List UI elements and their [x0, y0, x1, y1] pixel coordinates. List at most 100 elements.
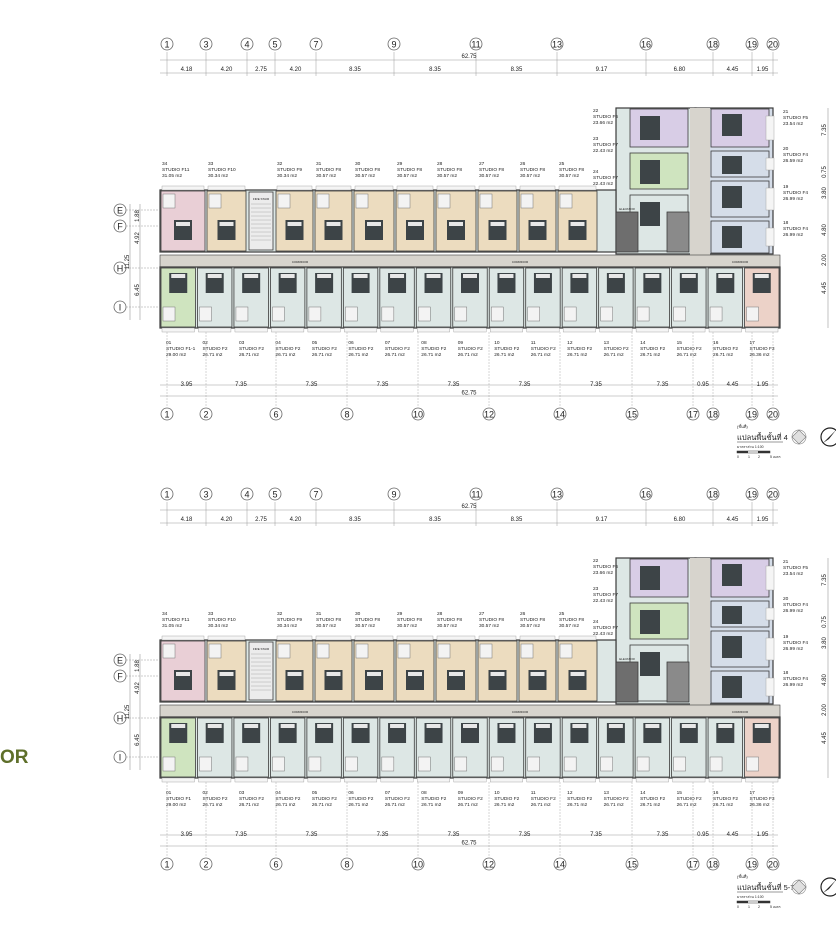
pillow-icon — [219, 672, 234, 676]
unit-type: STUDIO F9 — [277, 167, 302, 173]
bathroom — [479, 643, 493, 659]
balcony-edge — [599, 327, 633, 333]
dimension-value-right: 3.80 — [822, 637, 828, 649]
axis-label-bottom: 12 — [484, 860, 494, 870]
bathroom — [162, 756, 176, 772]
unit-type: STUDIO F8 — [479, 167, 504, 173]
dimension-value-top: 9.17 — [596, 517, 608, 523]
dimension-value-right: 4.80 — [822, 674, 828, 686]
bed-icon — [722, 636, 742, 658]
unit-type: STUDIO F8 — [316, 167, 341, 173]
overall-dimension-top: 62.75 — [461, 504, 477, 510]
pillow-icon — [645, 724, 660, 728]
balcony-edge — [490, 327, 523, 333]
pillow-icon — [426, 724, 441, 728]
axis-label-top: 4 — [244, 490, 249, 500]
balcony-edge — [478, 635, 517, 641]
unit-area: 26.99 m2 — [783, 608, 803, 614]
unit-number: 22 — [593, 108, 599, 114]
scale-tick-label: 0 — [737, 455, 739, 459]
unit-type: STUDIO F8 — [316, 617, 341, 623]
pillow-icon — [171, 274, 186, 278]
bathroom — [308, 306, 322, 322]
pillow-icon — [608, 274, 623, 278]
axis-label-bottom: 18 — [708, 410, 718, 420]
pillow-icon — [207, 724, 222, 728]
axis-label-row: I — [119, 753, 122, 763]
bed-icon — [640, 116, 660, 140]
unit-area: 22.43 m2 — [593, 598, 613, 604]
unit-area: 26.99 m2 — [783, 646, 803, 652]
balcony-edge — [558, 185, 597, 191]
corridor-label: CORRIDOR — [292, 260, 309, 264]
unit-type: STUDIO F7 — [593, 592, 618, 598]
pillow-icon — [317, 724, 332, 728]
bathroom — [418, 306, 431, 322]
unit-number: 10 — [494, 340, 500, 346]
unit-type: STUDIO F8 — [520, 617, 545, 623]
unit-area: 26.71 m2 — [640, 352, 660, 358]
unit-number: 07 — [385, 790, 391, 796]
unit-number: 29 — [397, 161, 403, 167]
unit-area: 23.54 m2 — [783, 571, 803, 577]
scale-tick-label: 5 เมตร — [770, 905, 781, 909]
axis-bubble-bottom — [706, 857, 720, 871]
north-arrow-ring — [820, 877, 836, 897]
dimension-value-bottom: 4.45 — [727, 832, 739, 838]
axis-label-row: F — [117, 672, 123, 682]
unit-number: 34 — [162, 611, 168, 617]
unit-type: STUDIO F4 — [783, 676, 808, 682]
balcony-edge — [276, 185, 313, 191]
axis-label-top: 20 — [768, 40, 778, 50]
unit-number: 26 — [520, 611, 526, 617]
unit-number: 25 — [559, 611, 565, 617]
pillow-icon — [326, 222, 341, 226]
unit-area: 26.71 m2 — [275, 802, 295, 808]
dimension-value-top: 4.45 — [727, 67, 739, 73]
balcony-edge — [765, 157, 775, 171]
axis-bubble-bottom — [686, 407, 700, 421]
axis-bubble-top — [160, 37, 174, 51]
axis-label-row: I — [119, 303, 122, 313]
dimension-value-bottom: 7.35 — [306, 832, 318, 838]
unit-area: 26.71 m2 — [567, 352, 587, 358]
axis-label-bottom: 6 — [273, 860, 278, 870]
unit-type: STUDIO F8 — [397, 617, 422, 623]
scale-tick-label: 1 — [748, 905, 750, 909]
unit-area: 26.71 m2 — [494, 352, 514, 358]
balcony-edge — [396, 635, 434, 641]
bathroom — [418, 756, 431, 772]
bathroom — [490, 756, 504, 772]
balcony-edge — [198, 777, 232, 783]
unit-type: STUDIO F3 — [750, 346, 775, 352]
axis-bubble-bottom — [269, 407, 283, 421]
bathroom — [454, 306, 468, 322]
axis-label-bottom: 15 — [627, 410, 637, 420]
unit-type: STUDIO F2 — [348, 796, 373, 802]
bathroom — [520, 193, 534, 209]
bathroom — [454, 756, 468, 772]
bathroom — [199, 756, 212, 772]
balcony-edge — [708, 327, 742, 333]
axis-label-bottom: 10 — [413, 860, 423, 870]
dimension-value-top: 1.95 — [757, 517, 769, 523]
bathroom — [709, 756, 723, 772]
pillow-icon — [408, 672, 422, 676]
unit-area: 26.59 m2 — [783, 158, 803, 164]
corridor-label: CORRIDOR — [732, 260, 749, 264]
unit-number: 18 — [783, 220, 789, 226]
unit-area: 26.71 m2 — [677, 352, 697, 358]
unit-area: 26.71 m2 — [385, 802, 405, 808]
unit-type: STUDIO F2 — [421, 796, 446, 802]
unit-number: 15 — [677, 790, 683, 796]
axis-bubble-top — [268, 487, 282, 501]
scale-bar-fill — [737, 901, 748, 903]
unit-type: STUDIO F2 — [494, 346, 519, 352]
axis-bubble-bottom — [340, 857, 354, 871]
unit-number: 24 — [593, 619, 599, 625]
bathroom — [709, 306, 723, 322]
unit-type: STUDIO F2 — [677, 796, 702, 802]
bed-icon — [640, 202, 660, 226]
unit-type: STUDIO F5 — [783, 115, 808, 121]
axis-label-row: H — [117, 264, 124, 274]
